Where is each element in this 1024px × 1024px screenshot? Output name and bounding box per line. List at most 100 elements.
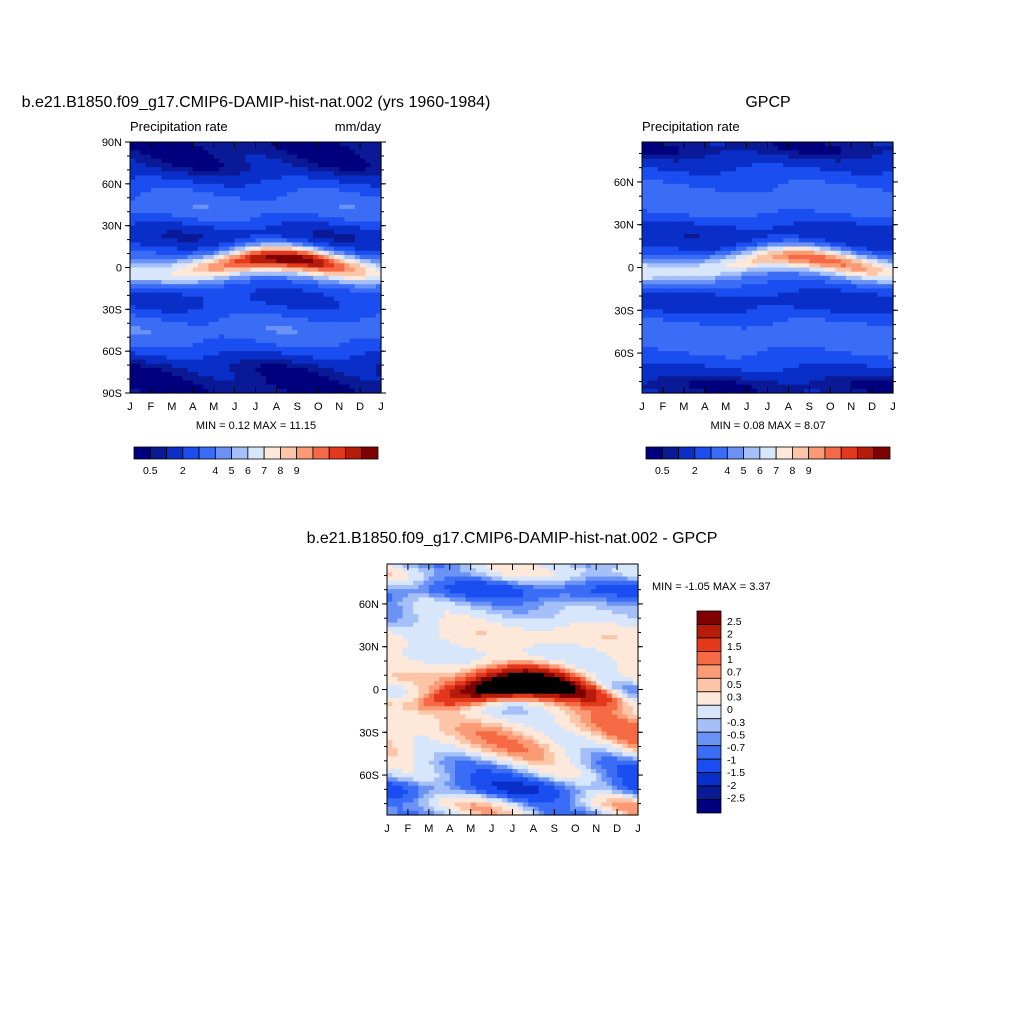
field-cell	[354, 284, 361, 290]
field-cell	[286, 242, 293, 248]
field-cell	[307, 355, 314, 361]
field-cell	[783, 150, 790, 156]
field-cell	[856, 246, 863, 252]
field-cell	[354, 359, 361, 365]
field-cell	[292, 338, 298, 344]
field-cell	[856, 242, 863, 248]
field-cell	[375, 188, 382, 193]
field-cell	[783, 204, 790, 210]
field-cell	[730, 167, 737, 172]
field-cell	[187, 200, 194, 206]
field-cell	[150, 388, 157, 394]
field-cell	[861, 238, 868, 243]
field-cell	[145, 162, 152, 168]
field-cell	[344, 259, 351, 264]
field-cell	[689, 292, 695, 298]
field-cell	[229, 183, 236, 189]
field-cell	[788, 254, 795, 260]
field-cell	[255, 267, 262, 273]
field-cell	[339, 154, 345, 160]
field-cell	[135, 200, 142, 206]
field-cell	[286, 330, 293, 336]
field-cell	[354, 200, 361, 206]
field-cell	[887, 288, 894, 294]
field-cell	[313, 376, 319, 382]
field-cell	[856, 292, 863, 298]
field-cell	[292, 171, 298, 177]
field-cell	[887, 146, 894, 151]
field-cell	[720, 204, 727, 210]
field-cell	[197, 309, 204, 315]
field-cell	[365, 263, 372, 269]
field-cell	[297, 309, 304, 315]
field-cell	[678, 188, 685, 193]
field-cell	[793, 288, 800, 294]
field-cell	[715, 254, 722, 260]
field-cell	[281, 271, 288, 277]
field-cell	[830, 275, 837, 281]
field-cell	[746, 217, 753, 223]
field-cell	[798, 188, 805, 193]
field-cell	[720, 188, 727, 193]
field-cell	[715, 221, 722, 227]
field-cell	[736, 309, 742, 315]
field-cell	[281, 242, 288, 248]
field-cell	[213, 338, 220, 344]
field-cell	[757, 300, 763, 306]
field-cell	[872, 300, 878, 306]
field-cell	[339, 363, 345, 369]
field-cell	[250, 359, 257, 365]
field-cell	[177, 355, 183, 361]
field-cell	[741, 196, 748, 202]
field-cell	[375, 242, 382, 248]
field-cell	[699, 305, 706, 310]
field-cell	[145, 384, 152, 390]
field-cell	[652, 171, 659, 177]
field-cell	[213, 213, 220, 218]
field-cell	[333, 296, 340, 302]
field-cell	[647, 196, 654, 202]
field-cell	[307, 388, 314, 394]
field-cell	[699, 225, 706, 231]
field-cell	[140, 246, 147, 252]
field-cell	[192, 234, 199, 239]
field-cell	[318, 175, 325, 181]
field-cell	[286, 254, 293, 260]
field-cell	[851, 309, 857, 315]
field-cell	[683, 280, 690, 285]
field-cell	[171, 309, 178, 315]
field-cell	[271, 363, 278, 369]
field-cell	[783, 288, 790, 294]
field-cell	[851, 259, 857, 264]
field-cell	[313, 146, 319, 151]
field-cell	[694, 167, 701, 172]
colorbar-swatch	[328, 446, 346, 460]
field-cell	[150, 330, 157, 336]
field-cell	[360, 221, 366, 227]
field-cell	[788, 196, 795, 202]
field-cell	[725, 271, 732, 277]
field-cell	[192, 142, 199, 147]
field-cell	[276, 221, 283, 227]
panel-model-stats: MIN = 0.12 MAX = 11.15	[196, 420, 316, 432]
field-cell	[866, 179, 873, 185]
field-cell	[814, 171, 821, 177]
field-cell	[365, 246, 372, 252]
field-cell	[229, 380, 236, 386]
field-cell	[234, 183, 241, 189]
field-cell	[177, 280, 183, 285]
field-cell	[872, 142, 878, 147]
field-cell	[161, 388, 168, 394]
field-cell	[683, 254, 690, 260]
field-cell	[161, 179, 168, 185]
field-cell	[751, 188, 758, 193]
field-cell	[866, 167, 873, 172]
field-cell	[736, 238, 742, 243]
field-cell	[234, 234, 241, 239]
field-cell	[683, 150, 690, 156]
field-cell	[156, 334, 162, 340]
field-cell	[830, 196, 837, 202]
field-cell	[313, 284, 319, 290]
field-cell	[720, 154, 727, 160]
field-cell	[668, 154, 674, 160]
